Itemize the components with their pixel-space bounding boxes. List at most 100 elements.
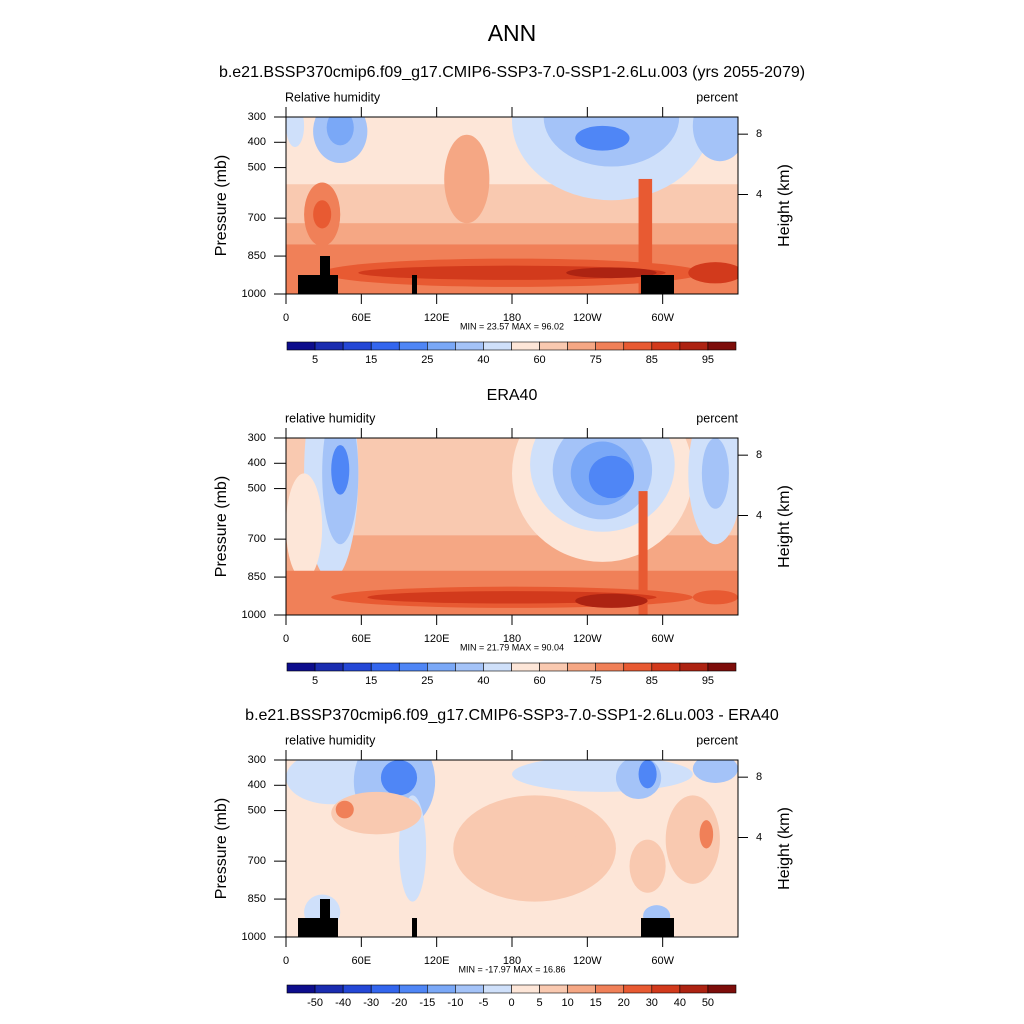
x-tick-label: 60W	[651, 312, 674, 324]
contour-shade	[692, 760, 738, 784]
topography	[320, 899, 330, 918]
x-tick-label: 120E	[424, 633, 450, 645]
colorbar-label: 5	[537, 997, 543, 1009]
colorbar-label: -15	[419, 997, 435, 1009]
y-tick-label: 700	[248, 212, 266, 224]
y-axis-label: Pressure (mb)	[213, 476, 230, 577]
contour-field	[286, 438, 738, 615]
y2-tick-label: 8	[756, 771, 762, 783]
colorbar-label: 95	[702, 675, 714, 687]
colorbar-box	[427, 984, 456, 994]
colorbar-box	[427, 341, 456, 351]
colorbar-label: 40	[477, 354, 489, 366]
colorbar-label: -20	[391, 997, 407, 1009]
colorbar-label: 15	[365, 354, 377, 366]
contour-shade	[512, 760, 693, 792]
colorbar-box	[623, 341, 653, 351]
x-tick-label: 120W	[573, 312, 602, 324]
colorbar-label: -30	[363, 997, 379, 1009]
colorbar-box	[707, 341, 737, 351]
y-tick-label: 500	[248, 482, 266, 494]
colorbar-box	[370, 662, 400, 672]
colorbar-label: 0	[508, 997, 514, 1009]
colorbar-box	[370, 341, 400, 351]
colorbar-label: 75	[590, 354, 602, 366]
contour-shade	[699, 820, 714, 849]
contour-shade	[701, 438, 729, 509]
colorbar-box	[623, 984, 653, 994]
colorbar-box	[314, 984, 344, 994]
colorbar-box	[314, 662, 344, 672]
colorbar-box	[595, 984, 625, 994]
y-tick-label: 400	[248, 779, 266, 791]
colorbar-box	[286, 341, 316, 351]
colorbar-box	[427, 662, 456, 672]
contour-shade	[502, 830, 594, 884]
y-tick-label: 400	[248, 136, 266, 148]
y-tick-label: 1000	[242, 609, 266, 621]
colorbar-label: 60	[533, 675, 545, 687]
colorbar-label: -10	[447, 997, 463, 1009]
y2-tick-label: 8	[756, 128, 762, 140]
contour-shade	[588, 455, 635, 499]
contour-shade	[331, 445, 350, 495]
x-tick-label: 180	[503, 633, 521, 645]
y-tick-label: 300	[248, 754, 266, 766]
colorbar-box	[679, 662, 709, 672]
contour-shade	[313, 200, 332, 229]
x-tick-label: 180	[503, 312, 521, 324]
colorbar-box	[539, 662, 568, 672]
colorbar-box	[455, 341, 484, 351]
colorbar-label: 30	[646, 997, 658, 1009]
x-tick-label: 120W	[573, 633, 602, 645]
stats-label: MIN = 21.79 MAX = 90.04	[460, 642, 564, 652]
colorbar-box	[314, 341, 344, 351]
colorbar-box	[286, 662, 316, 672]
x-tick-label: 120W	[573, 955, 602, 967]
right-label: percent	[696, 411, 738, 425]
colorbar-box	[651, 984, 681, 994]
contour-shade	[286, 117, 305, 148]
colorbar-label: -5	[479, 997, 489, 1009]
colorbar-label: 75	[590, 675, 602, 687]
contour-shade	[638, 760, 657, 789]
y-tick-label: 850	[248, 571, 266, 583]
y-tick-label: 300	[248, 432, 266, 444]
colorbar-box	[342, 341, 372, 351]
colorbar-label: 25	[421, 675, 433, 687]
topography	[412, 918, 417, 937]
x-tick-label: 60W	[651, 955, 674, 967]
colorbar-box	[455, 662, 484, 672]
contour-shade	[629, 839, 666, 893]
colorbar-label: 85	[646, 675, 658, 687]
x-tick-label: 0	[283, 312, 289, 324]
colorbar-label: 50	[702, 997, 714, 1009]
contour-field	[286, 760, 738, 937]
contour-shade	[688, 262, 738, 284]
colorbar-box	[511, 984, 540, 994]
contour-shade	[692, 590, 738, 605]
x-tick-label: 180	[503, 955, 521, 967]
colorbar-label: -50	[307, 997, 323, 1009]
colorbar-box	[286, 984, 316, 994]
topography	[298, 275, 338, 294]
y-tick-label: 500	[248, 804, 266, 816]
y-tick-label: 400	[248, 457, 266, 469]
y-axis-label: Pressure (mb)	[213, 798, 230, 899]
topography	[641, 918, 674, 937]
left-label: relative humidity	[285, 733, 376, 747]
y2-tick-label: 4	[756, 831, 762, 843]
y2-tick-label: 8	[756, 449, 762, 461]
colorbar-label: 15	[590, 997, 602, 1009]
x-tick-label: 60E	[352, 312, 372, 324]
y-tick-label: 850	[248, 250, 266, 262]
colorbar-box	[679, 984, 709, 994]
topography	[641, 275, 674, 294]
colorbar-label: 20	[618, 997, 630, 1009]
stats-label: MIN = -17.97 MAX = 16.86	[458, 964, 565, 974]
contour-shade	[575, 125, 630, 151]
x-tick-label: 0	[283, 955, 289, 967]
stats-label: MIN = 23.57 MAX = 96.02	[460, 321, 564, 331]
colorbar-box	[567, 984, 596, 994]
